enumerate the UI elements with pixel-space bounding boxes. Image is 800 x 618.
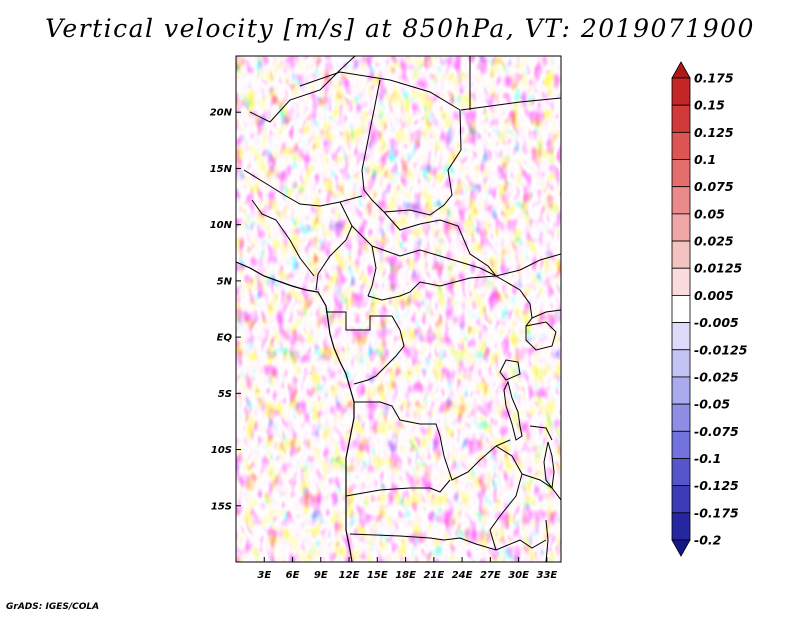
colorbar: 0.175 0.15 0.125 0.1 0.075 0.05 0.025 0.0125 0.0… bbox=[671, 61, 748, 557]
colorbar-label: -0.175 bbox=[694, 505, 739, 520]
colorbar-segment bbox=[671, 159, 691, 188]
colorbar-segment bbox=[671, 295, 691, 323]
border bbox=[367, 275, 497, 301]
grads-credit: GrADS: IGES/COLA bbox=[6, 602, 100, 612]
border bbox=[249, 56, 356, 123]
border bbox=[529, 425, 553, 441]
border bbox=[361, 79, 385, 213]
colorbar-label: 0.125 bbox=[694, 125, 734, 140]
colorbar-label: -0.0125 bbox=[694, 342, 748, 357]
border bbox=[354, 401, 511, 481]
colorbar-label: -0.005 bbox=[694, 315, 739, 330]
lon-label: 30E bbox=[508, 570, 529, 581]
colorbar-label: 0.15 bbox=[694, 98, 725, 113]
lat-label: 5S bbox=[218, 389, 232, 400]
colorbar-segment bbox=[671, 403, 691, 432]
colorbar-segment bbox=[671, 240, 691, 269]
border bbox=[521, 473, 561, 501]
map-title: Vertical velocity [m/s] at 850hPa, VT: 2… bbox=[45, 14, 755, 43]
colorbar-arrow-top bbox=[671, 61, 691, 79]
colorbar-label: -0.2 bbox=[694, 533, 721, 548]
border bbox=[545, 519, 549, 562]
lat-label: 15N bbox=[210, 164, 233, 175]
colorbar-segment bbox=[671, 430, 691, 459]
lon-label: 6E bbox=[286, 570, 300, 581]
border bbox=[519, 539, 547, 549]
border bbox=[326, 311, 392, 331]
colorbar-segment bbox=[671, 104, 691, 133]
border bbox=[383, 149, 462, 216]
border bbox=[495, 275, 533, 327]
border bbox=[531, 309, 561, 319]
colorbar-segment bbox=[671, 213, 691, 242]
colorbar-label: 0.175 bbox=[694, 71, 734, 86]
lon-label: 27E bbox=[480, 570, 501, 581]
colorbar-label: 0.05 bbox=[694, 206, 725, 221]
colorbar-arrow-bottom bbox=[671, 539, 691, 557]
colorbar-segment bbox=[671, 322, 691, 351]
lon-label: 15E bbox=[367, 570, 388, 581]
colorbar-segment bbox=[671, 485, 691, 514]
lat-label: 10S bbox=[211, 445, 232, 456]
border bbox=[251, 199, 315, 277]
colorbar-segment bbox=[671, 267, 691, 296]
longitude-axis: 3E 6E 9E 12E 15E 18E 21E 24E 27E 30E 33E bbox=[257, 557, 557, 581]
lon-label: 9E bbox=[314, 570, 328, 581]
figure: 20N 15N 10N 5N EQ 5S 10S 15S 3E 6E 9E 12E 15E 18E 21E… bbox=[210, 55, 748, 581]
border bbox=[345, 479, 451, 497]
map-frame bbox=[235, 55, 562, 563]
lon-label: 33E bbox=[536, 570, 557, 581]
border bbox=[499, 359, 521, 381]
colorbar-label: 0.1 bbox=[694, 152, 716, 167]
colorbar-label: -0.1 bbox=[694, 451, 721, 466]
border bbox=[383, 211, 497, 277]
border bbox=[349, 533, 521, 551]
colorbar-label: 0.075 bbox=[694, 179, 734, 194]
colorbar-label: -0.025 bbox=[694, 369, 739, 384]
lat-label: 20N bbox=[210, 108, 233, 119]
colorbar-label: -0.125 bbox=[694, 478, 739, 493]
lon-label: 12E bbox=[339, 570, 360, 581]
border bbox=[315, 201, 353, 291]
lat-label: 5N bbox=[217, 276, 233, 287]
colorbar-segment bbox=[671, 186, 691, 215]
lake-tanganyika bbox=[503, 380, 523, 441]
colorbar-label: 0.005 bbox=[694, 288, 734, 303]
border bbox=[489, 445, 523, 551]
colorbar-segment bbox=[671, 512, 691, 541]
colorbar-segment bbox=[671, 77, 691, 106]
lon-label: 3E bbox=[257, 570, 271, 581]
border bbox=[353, 315, 405, 385]
latitude-axis: 20N 15N 10N 5N EQ 5S 10S 15S bbox=[210, 108, 241, 512]
colorbar-segment bbox=[671, 458, 691, 487]
lat-label: EQ bbox=[217, 333, 233, 344]
colorbar-segment bbox=[671, 349, 691, 378]
colorbar-label: -0.075 bbox=[694, 424, 739, 439]
coastline bbox=[236, 261, 355, 562]
vertical-velocity-field bbox=[236, 56, 561, 562]
border bbox=[460, 97, 561, 111]
lake-victoria bbox=[525, 321, 557, 351]
lon-label: 18E bbox=[395, 570, 416, 581]
lon-label: 21E bbox=[423, 570, 444, 581]
lat-label: 10N bbox=[210, 220, 233, 231]
colorbar-label: -0.05 bbox=[694, 397, 730, 412]
colorbar-label: 0.0125 bbox=[694, 261, 743, 276]
lon-label: 24E bbox=[452, 570, 473, 581]
colorbar-segment bbox=[671, 376, 691, 405]
country-boundaries bbox=[236, 56, 561, 562]
border bbox=[371, 245, 561, 277]
colorbar-label: 0.025 bbox=[694, 234, 734, 249]
colorbar-segment bbox=[671, 131, 691, 160]
border bbox=[351, 225, 377, 297]
lat-label: 15S bbox=[211, 501, 232, 512]
border bbox=[299, 71, 462, 151]
